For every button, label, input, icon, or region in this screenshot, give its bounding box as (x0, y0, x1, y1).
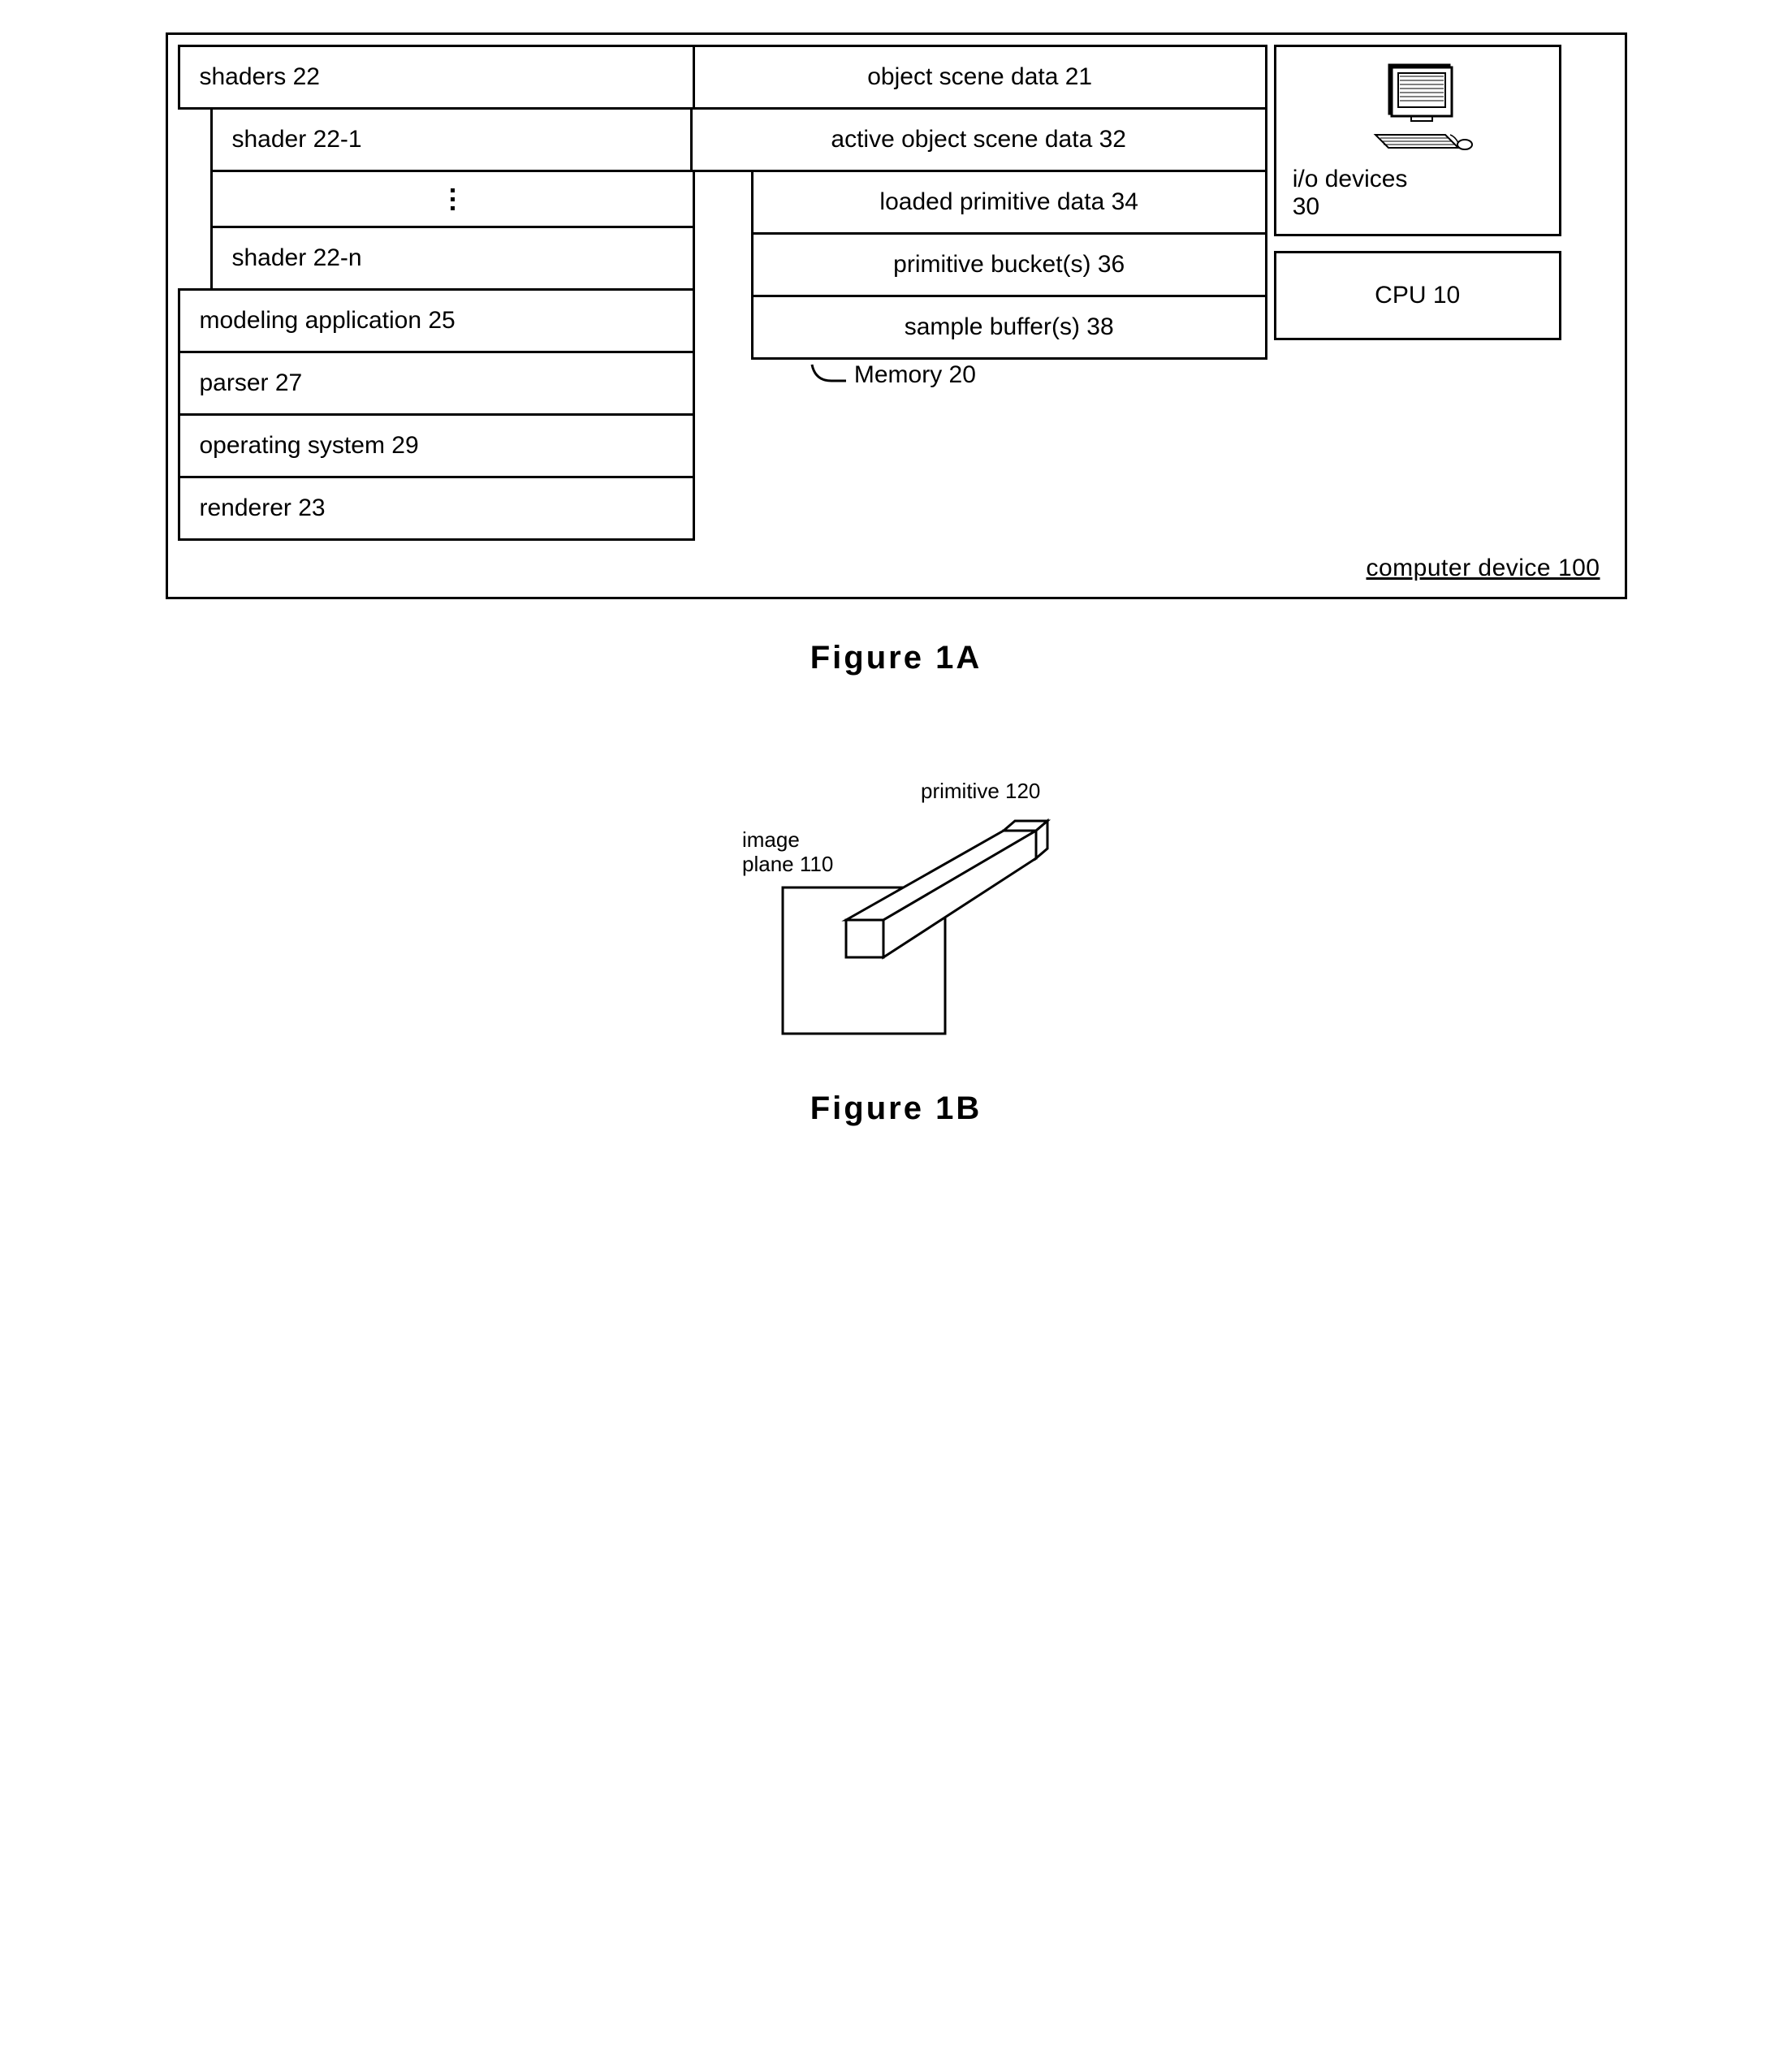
image-plane-l2: plane 110 (742, 852, 833, 876)
memory-callout: Memory 20 (809, 361, 976, 389)
computer-device-label: computer device 100 (1367, 555, 1600, 582)
renderer-box: renderer 23 (178, 476, 695, 541)
figure-1a-caption: Figure 1A (166, 640, 1627, 676)
shaders-header-box: shaders 22 (178, 45, 695, 110)
leader-curve-icon (809, 363, 849, 387)
figure-1a-wrapper: shaders 22 shader 22-1 shader 22-n model… (166, 32, 1627, 1127)
figure-1b-caption: Figure 1B (166, 1090, 1627, 1127)
io-devices-text-l2: 30 (1293, 193, 1408, 221)
parser-box: parser 27 (178, 351, 695, 416)
loaded-primitive-box: loaded primitive data 34 (751, 170, 1267, 235)
shader-ellipsis-box (210, 170, 695, 228)
io-devices-text-l1: i/o devices (1293, 166, 1408, 193)
primitive-label: primitive 120 (921, 779, 1040, 803)
cpu-label: CPU 10 (1375, 282, 1460, 309)
os-box: operating system 29 (178, 413, 695, 478)
sample-buffers-box: sample buffer(s) 38 (751, 295, 1267, 360)
inner-columns: shaders 22 shader 22-1 shader 22-n model… (178, 45, 1615, 538)
cpu-box: CPU 10 (1274, 251, 1561, 340)
right-column: i/o devices 30 CPU 10 (1274, 45, 1561, 355)
vertical-dots-icon (451, 188, 455, 210)
shader-first-box: shader 22-1 (210, 107, 695, 172)
computer-device-outer-box: shaders 22 shader 22-1 shader 22-n model… (166, 32, 1627, 599)
object-scene-box: object scene data 21 (693, 45, 1267, 110)
figure-1b-diagram: primitive 120 image plane 110 (685, 774, 1108, 1050)
mid-column: object scene data 21 active object scene… (693, 45, 1267, 357)
figure-1b-wrapper: primitive 120 image plane 110 (166, 774, 1627, 1050)
left-column: shaders 22 shader 22-1 shader 22-n model… (178, 45, 695, 538)
image-plane-l1: image (742, 827, 800, 852)
io-devices-box: i/o devices 30 (1274, 45, 1561, 236)
primitive-shape (846, 821, 1047, 957)
active-object-scene-box: active object scene data 32 (690, 107, 1267, 172)
modeling-app-box: modeling application 25 (178, 288, 695, 353)
memory-label: Memory 20 (854, 361, 976, 389)
primitive-buckets-box: primitive bucket(s) 36 (751, 232, 1267, 297)
computer-icon (1361, 60, 1475, 158)
io-devices-label: i/o devices 30 (1293, 166, 1408, 221)
shader-last-box: shader 22-n (210, 226, 695, 291)
